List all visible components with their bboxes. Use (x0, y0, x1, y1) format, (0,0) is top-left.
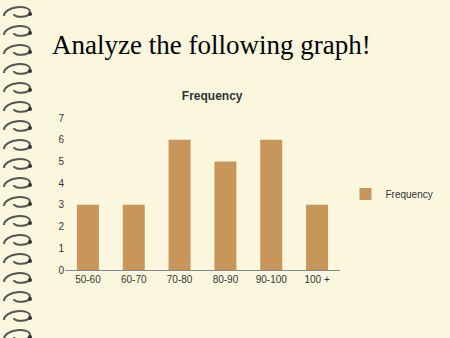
svg-text:90-100: 90-100 (256, 274, 288, 285)
svg-text:3: 3 (58, 199, 64, 210)
svg-text:50-60: 50-60 (75, 274, 101, 285)
svg-text:Frequency: Frequency (386, 189, 433, 200)
svg-text:7: 7 (58, 113, 64, 124)
svg-text:70-80: 70-80 (167, 274, 193, 285)
svg-text:0: 0 (58, 265, 64, 276)
svg-text:2: 2 (58, 221, 64, 232)
svg-text:1: 1 (58, 243, 64, 254)
svg-text:4: 4 (58, 178, 64, 189)
svg-text:Frequency: Frequency (182, 89, 243, 103)
svg-text:6: 6 (58, 134, 64, 145)
svg-text:60-70: 60-70 (121, 274, 147, 285)
html-text:Analyze the following graph!: Analyze the following graph! (52, 30, 371, 60)
svg-text:100 +: 100 + (304, 274, 329, 285)
svg-text:5: 5 (58, 156, 64, 167)
svg-text:80-90: 80-90 (213, 274, 239, 285)
